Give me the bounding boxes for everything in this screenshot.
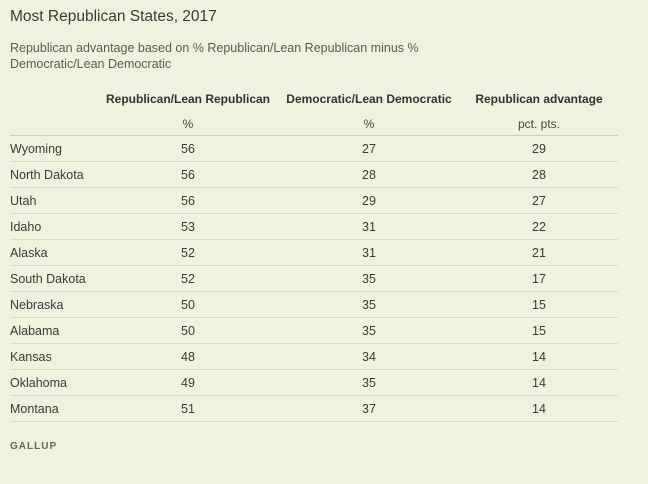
democratic-cell: 34 <box>362 349 376 364</box>
table-row: Alabama 50 35 15 <box>10 318 618 344</box>
unit-advantage: pct. pts. <box>517 116 561 131</box>
state-cell: Kansas <box>10 349 52 364</box>
advantage-cell: 27 <box>532 193 546 208</box>
header-row: Republican/Lean Republican Democratic/Le… <box>10 86 618 112</box>
state-cell: Idaho <box>10 219 42 234</box>
republican-cell: 52 <box>181 271 195 286</box>
advantage-cell: 22 <box>532 219 546 234</box>
chart-subtitle: Republican advantage based on % Republic… <box>10 41 419 71</box>
unit-republican: % <box>182 116 194 131</box>
democratic-cell: 28 <box>362 167 376 182</box>
republican-cell: 50 <box>181 297 195 312</box>
state-cell: Utah <box>10 193 37 208</box>
table-row: Utah 56 29 27 <box>10 188 618 214</box>
table-body: Wyoming 56 27 29 North Dakota 56 28 28 Utah 56 29 2… <box>10 136 618 422</box>
advantage-cell: 21 <box>532 245 546 260</box>
unit-democratic: % <box>363 116 375 131</box>
advantage-cell: 14 <box>532 349 546 364</box>
table-row: Alaska 52 31 21 <box>10 240 618 266</box>
republican-cell: 50 <box>181 323 195 338</box>
source-label: GALLUP <box>10 441 58 452</box>
table-row: Montana 51 37 14 <box>10 396 618 422</box>
republican-cell: 49 <box>181 375 195 390</box>
republican-cell: 56 <box>181 167 195 182</box>
state-cell: Alaska <box>10 245 48 260</box>
democratic-cell: 37 <box>362 401 376 416</box>
table-row: Kansas 48 34 14 <box>10 344 618 370</box>
democratic-cell: 29 <box>362 193 376 208</box>
democratic-cell: 31 <box>362 245 376 260</box>
advantage-cell: 15 <box>532 323 546 338</box>
democratic-cell: 35 <box>362 323 376 338</box>
state-cell: Oklahoma <box>10 375 67 390</box>
democratic-cell: 31 <box>362 219 376 234</box>
chart-title: Most Republican States, 2017 <box>10 8 217 25</box>
state-cell: Nebraska <box>10 297 64 312</box>
table-row: Idaho 53 31 22 <box>10 214 618 240</box>
advantage-cell: 29 <box>532 141 546 156</box>
column-header-republican: Republican/Lean Republican <box>105 92 271 106</box>
units-row: % % pct. pts. <box>10 112 618 136</box>
data-table: Republican/Lean Republican Democratic/Le… <box>10 86 618 422</box>
advantage-cell: 14 <box>532 401 546 416</box>
advantage-cell: 15 <box>532 297 546 312</box>
state-cell: South Dakota <box>10 271 86 286</box>
table-row: South Dakota 52 35 17 <box>10 266 618 292</box>
republican-cell: 48 <box>181 349 195 364</box>
advantage-cell: 14 <box>532 375 546 390</box>
table-row: Nebraska 50 35 15 <box>10 292 618 318</box>
state-cell: Wyoming <box>10 141 62 156</box>
state-cell: Alabama <box>10 323 60 338</box>
republican-cell: 53 <box>181 219 195 234</box>
republican-cell: 56 <box>181 141 195 156</box>
state-cell: North Dakota <box>10 167 84 182</box>
democratic-cell: 27 <box>362 141 376 156</box>
democratic-cell: 35 <box>362 297 376 312</box>
table-row: North Dakota 56 28 28 <box>10 162 618 188</box>
state-cell: Montana <box>10 401 59 416</box>
advantage-cell: 17 <box>532 271 546 286</box>
advantage-cell: 28 <box>532 167 546 182</box>
republican-cell: 52 <box>181 245 195 260</box>
column-header-advantage: Republican advantage <box>475 92 603 106</box>
republican-cell: 51 <box>181 401 195 416</box>
table-row: Wyoming 56 27 29 <box>10 136 618 162</box>
democratic-cell: 35 <box>362 271 376 286</box>
republican-cell: 56 <box>181 193 195 208</box>
column-header-democratic: Democratic/Lean Democratic <box>286 92 452 106</box>
table-row: Oklahoma 49 35 14 <box>10 370 618 396</box>
democratic-cell: 35 <box>362 375 376 390</box>
